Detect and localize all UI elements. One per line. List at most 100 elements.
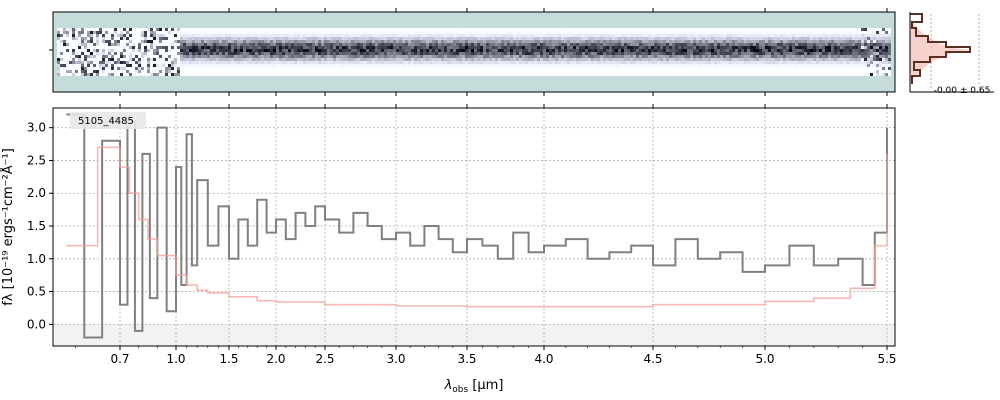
spectrum-2d-pixel: [75, 40, 78, 43]
spectrum-2d-pixel: [843, 34, 846, 37]
spectrum-2d-pixel: [780, 61, 783, 64]
spectrum-2d-pixel: [771, 49, 774, 52]
spectrum-2d-pixel: [108, 67, 111, 70]
spectrum-2d-pixel: [516, 43, 519, 46]
spectrum-2d-pixel: [111, 28, 114, 31]
spectrum-2d-pixel: [624, 46, 627, 49]
spectrum-2d-pixel: [180, 61, 183, 64]
spectrum-2d-pixel: [561, 43, 564, 46]
spectrum-2d-pixel: [363, 40, 366, 43]
spectrum-2d-pixel: [246, 37, 249, 40]
spectrum-2d-pixel: [252, 61, 255, 64]
spectrum-2d-pixel: [327, 61, 330, 64]
spectrum-2d-pixel: [171, 34, 174, 37]
x-tick-label: 2.0: [266, 352, 285, 366]
spectrum-2d-pixel: [492, 37, 495, 40]
spectrum-2d-pixel: [144, 34, 147, 37]
spectrum-2d-pixel: [567, 58, 570, 61]
spectrum-2d-pixel: [468, 28, 471, 31]
spectrum-2d-pixel: [684, 58, 687, 61]
spectrum-2d-pixel: [108, 61, 111, 64]
spectrum-2d-pixel: [174, 31, 177, 34]
spectrum-2d-pixel: [186, 49, 189, 52]
spectrum-2d-pixel: [354, 40, 357, 43]
spectrum-2d-pixel: [375, 49, 378, 52]
spectrum-2d-pixel: [606, 43, 609, 46]
spectrum-2d-pixel: [501, 31, 504, 34]
spectrum-2d-pixel: [270, 58, 273, 61]
spectrum-2d-pixel: [426, 34, 429, 37]
spectrum-2d-pixel: [873, 64, 876, 67]
spectrum-2d-pixel: [675, 70, 678, 73]
spectrum-2d-pixel: [315, 34, 318, 37]
spectrum-2d-pixel: [837, 67, 840, 70]
spectrum-2d-pixel: [828, 70, 831, 73]
spectrum-2d-pixel: [717, 46, 720, 49]
spectrum-2d-pixel: [324, 37, 327, 40]
spectrum-2d-pixel: [792, 31, 795, 34]
spectrum-2d-pixel: [666, 73, 669, 76]
spectrum-2d-pixel: [276, 64, 279, 67]
spectrum-2d-pixel: [708, 46, 711, 49]
spectrum-2d-pixel: [165, 34, 168, 37]
spectrum-2d-pixel: [429, 61, 432, 64]
spectrum-2d-pixel: [780, 73, 783, 76]
spectrum-2d-pixel: [483, 40, 486, 43]
spectrum-2d-pixel: [234, 31, 237, 34]
spectrum-2d-pixel: [213, 70, 216, 73]
spectrum-2d-pixel: [498, 70, 501, 73]
spectrum-2d-pixel: [759, 58, 762, 61]
spectrum-2d-pixel: [228, 31, 231, 34]
spectrum-2d-pixel: [426, 43, 429, 46]
spectrum-2d-pixel: [306, 46, 309, 49]
spectrum-2d-pixel: [720, 46, 723, 49]
spectrum-2d-pixel: [387, 37, 390, 40]
spectrum-2d-pixel: [267, 58, 270, 61]
spectrum-2d-pixel: [480, 28, 483, 31]
spectrum-2d-pixel: [351, 64, 354, 67]
spectrum-2d-pixel: [132, 40, 135, 43]
spectrum-2d-pixel: [711, 40, 714, 43]
spectrum-2d-pixel: [222, 40, 225, 43]
spectrum-2d-pixel: [198, 37, 201, 40]
spectrum-2d-pixel: [765, 52, 768, 55]
spectrum-2d-pixel: [474, 73, 477, 76]
spectrum-2d-pixel: [759, 31, 762, 34]
spectrum-2d-pixel: [819, 70, 822, 73]
spectrum-2d-pixel: [225, 31, 228, 34]
spectrum-2d-pixel: [381, 70, 384, 73]
spectrum-2d-pixel: [597, 46, 600, 49]
spectrum-2d-pixel: [759, 46, 762, 49]
spectrum-2d-pixel: [813, 52, 816, 55]
spectrum-2d-pixel: [774, 73, 777, 76]
spectrum-2d-pixel: [72, 70, 75, 73]
spectrum-2d-pixel: [456, 52, 459, 55]
spectrum-2d-pixel: [339, 43, 342, 46]
spectrum-2d-pixel: [102, 55, 105, 58]
spectrum-2d-pixel: [330, 49, 333, 52]
spectrum-2d-pixel: [441, 61, 444, 64]
spectrum-2d-pixel: [888, 52, 891, 55]
spectrum-2d-pixel: [702, 58, 705, 61]
spectrum-2d-pixel: [378, 40, 381, 43]
spectrum-2d-pixel: [600, 43, 603, 46]
spectrum-2d-pixel: [63, 46, 66, 49]
spectrum-2d-pixel: [60, 31, 63, 34]
spectrum-2d-pixel: [855, 37, 858, 40]
spectrum-2d-pixel: [363, 46, 366, 49]
spectrum-2d-pixel: [114, 61, 117, 64]
spectrum-2d-pixel: [663, 55, 666, 58]
spectrum-2d-pixel: [795, 73, 798, 76]
spectrum-2d-pixel: [75, 49, 78, 52]
spectrum-2d-pixel: [537, 43, 540, 46]
spectrum-2d-pixel: [159, 58, 162, 61]
spectrum-2d-pixel: [552, 40, 555, 43]
spectrum-2d-pixel: [282, 31, 285, 34]
spectrum-2d-pixel: [204, 52, 207, 55]
spectrum-2d-pixel: [408, 40, 411, 43]
spectrum-2d-pixel: [165, 55, 168, 58]
spectrum-2d-pixel: [663, 52, 666, 55]
spectrum-2d-pixel: [189, 52, 192, 55]
spectrum-2d-pixel: [420, 55, 423, 58]
spectrum-2d-pixel: [789, 37, 792, 40]
